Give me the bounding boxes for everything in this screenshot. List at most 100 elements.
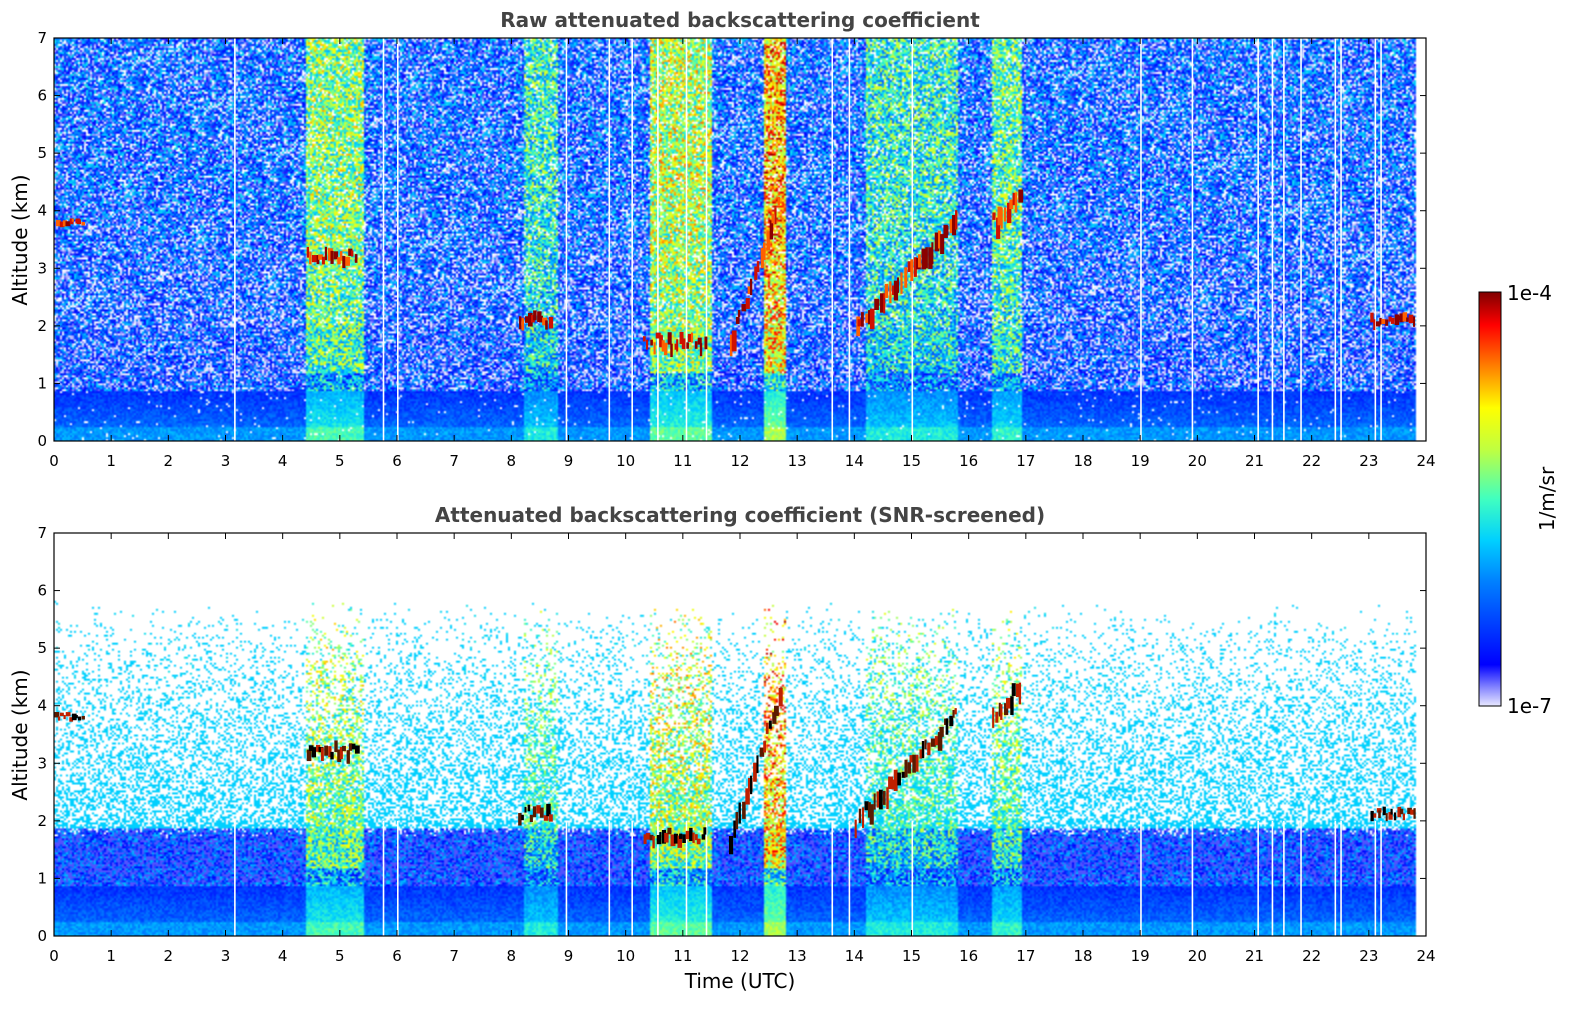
screened-cloud-layer-5: [854, 708, 957, 839]
raw-data-gap: [1257, 38, 1259, 441]
raw-x-tick-label: 8: [507, 452, 517, 470]
raw-cloud-layer-6: [992, 189, 1024, 239]
raw-y-tick-label: 3: [37, 259, 47, 277]
screened-data-gap: [831, 820, 834, 936]
screened-x-axis: 0 1 2 3 4 5 6 7 8 9 10 11 12 13 14 15 16 17 18 19 20 21 22 23 24: [49, 533, 1436, 965]
screened-x-tick-label: 15: [902, 947, 921, 965]
raw-y-tick-label: 5: [37, 144, 47, 162]
screened-x-tick-label: 22: [1302, 947, 1321, 965]
screened-heatmap-raster: [54, 533, 1426, 936]
screened-x-tick-label: 23: [1359, 947, 1378, 965]
screened-heatmap-features: [54, 682, 1416, 855]
raw-x-tick-label: 16: [959, 452, 978, 470]
screened-x-tick-label: 1: [106, 947, 116, 965]
screened-cloud-layer-7: [1370, 806, 1416, 822]
screened-cloud-layer-6: [992, 682, 1022, 728]
screened-data-gap: [397, 820, 399, 936]
screened-x-tick-label: 18: [1073, 947, 1092, 965]
screened-data-gap: [1140, 820, 1142, 936]
raw-data-gap: [657, 38, 659, 441]
raw-cloud-layer-3: [642, 331, 708, 358]
raw-x-tick-label: 23: [1359, 452, 1378, 470]
colorbar-min-label: 1e-7: [1507, 694, 1552, 718]
screened-cloud-layer-3: [643, 827, 707, 849]
raw-x-tick-label: 17: [1016, 452, 1035, 470]
screened-x-tick-label: 5: [335, 947, 345, 965]
colorbar: 1e-4 1e-7 1/m/sr: [1478, 281, 1559, 718]
raw-data-gap: [234, 38, 236, 441]
raw-x-tick-label: 1: [106, 452, 116, 470]
raw-x-tick-label: 12: [730, 452, 749, 470]
raw-panel-title: Raw attenuated backscattering coefficien…: [500, 8, 980, 32]
screened-x-tick-label: 11: [673, 947, 692, 965]
screened-y-tick-label: 5: [37, 639, 47, 657]
raw-x-tick-label: 4: [278, 452, 288, 470]
screened-cloud-layer-2: [518, 803, 553, 826]
screened-x-tick-label: 4: [278, 947, 288, 965]
raw-y-tick-label: 0: [37, 432, 47, 450]
colorbar-unit-label: 1/m/sr: [1535, 466, 1559, 531]
screened-y-tick-label: 7: [37, 524, 47, 542]
screened-y-tick-label: 4: [37, 697, 47, 715]
raw-data-gap: [831, 38, 834, 441]
raw-data-gap: [1191, 38, 1194, 441]
screened-panel-title: Attenuated backscattering coefficient (S…: [435, 503, 1045, 527]
raw-data-gap: [1334, 38, 1337, 441]
raw-x-tick-label: 19: [1131, 452, 1150, 470]
screened-x-tick-label: 19: [1131, 947, 1150, 965]
raw-data-gap: [631, 38, 633, 441]
screened-data-gap: [1300, 820, 1302, 936]
screened-x-tick-label: 2: [164, 947, 174, 965]
screened-x-tick-label: 16: [959, 947, 978, 965]
screened-y-tick-label: 1: [37, 869, 47, 887]
screened-x-tick-label: 10: [616, 947, 635, 965]
screened-data-gap: [685, 820, 688, 936]
raw-x-tick-label: 15: [902, 452, 921, 470]
screened-data-gap: [705, 820, 708, 936]
raw-cloud-layer-7: [1370, 312, 1416, 331]
screened-data-gap: [234, 820, 236, 936]
screened-cloud-layer-1: [306, 740, 360, 764]
screened-data-gap: [848, 820, 851, 936]
screened-data-gap: [1374, 820, 1377, 936]
screened-y-tick-label: 3: [37, 754, 47, 772]
raw-data-gap: [608, 38, 611, 441]
raw-cloud-layer-0: [55, 218, 86, 228]
screened-x-tick-label: 8: [507, 947, 517, 965]
raw-x-tick-label: 13: [788, 452, 807, 470]
screened-data-gap: [911, 820, 914, 936]
raw-x-tick-label: 14: [845, 452, 864, 470]
screened-y-axis-label: Altitude (km): [8, 669, 32, 800]
screened-x-tick-label: 7: [449, 947, 459, 965]
colorbar-gradient: [1478, 291, 1502, 707]
screened-x-tick-label: 12: [730, 947, 749, 965]
screened-data-gap: [1271, 820, 1274, 936]
raw-x-tick-label: 22: [1302, 452, 1321, 470]
raw-cloud-layer-4: [729, 196, 780, 357]
raw-data-gap: [565, 38, 568, 441]
raw-data-gap: [685, 38, 688, 441]
screened-data-gap: [382, 820, 385, 936]
screened-data-gap: [657, 820, 659, 936]
raw-y-axis: 0 1 2 3 4 5 6 7: [37, 29, 1426, 450]
raw-heatmap-image: [54, 38, 1426, 441]
raw-x-tick-label: 24: [1416, 452, 1435, 470]
screened-data-gap: [1334, 820, 1337, 936]
raw-data-gap: [1271, 38, 1274, 441]
raw-x-tick-label: 18: [1073, 452, 1092, 470]
raw-y-tick-label: 2: [37, 317, 47, 335]
screened-x-tick-label: 17: [1016, 947, 1035, 965]
raw-y-tick-label: 7: [37, 29, 47, 47]
raw-y-tick-label: 6: [37, 87, 47, 105]
screened-x-tick-label: 6: [392, 947, 402, 965]
screened-y-tick-label: 6: [37, 582, 47, 600]
screened-data-gap: [608, 820, 611, 936]
raw-data-gap: [848, 38, 851, 441]
colorbar-max-label: 1e-4: [1507, 281, 1552, 305]
screened-data-gap: [1283, 820, 1285, 936]
raw-y-tick-label: 1: [37, 374, 47, 392]
raw-x-tick-label: 5: [335, 452, 345, 470]
raw-heatmap-raster: [54, 38, 1426, 441]
